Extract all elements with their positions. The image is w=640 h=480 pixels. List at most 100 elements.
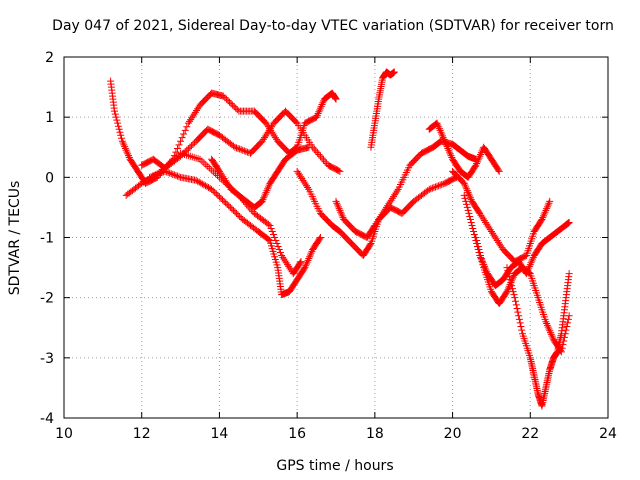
data-point-interp xyxy=(448,153,456,161)
data-point-interp xyxy=(388,194,396,202)
data-point-interp xyxy=(372,220,380,228)
data-point-interp xyxy=(297,173,305,181)
data-point-interp xyxy=(302,262,310,270)
data-point-interp xyxy=(177,137,185,145)
data-point-interp xyxy=(260,194,268,202)
data-point-interp xyxy=(123,148,131,156)
data-point-interp xyxy=(474,243,482,251)
data-point xyxy=(313,113,321,121)
data-point-interp xyxy=(181,126,189,134)
data-point-interp xyxy=(236,212,244,220)
data-point-interp xyxy=(233,209,241,217)
data-point-interp xyxy=(505,270,513,278)
data-point-interp xyxy=(490,231,498,239)
data-point-interp xyxy=(125,153,133,161)
data-point-interp xyxy=(225,202,233,210)
data-point-interp xyxy=(526,269,534,277)
data-point-interp xyxy=(194,177,202,185)
data-point-interp xyxy=(211,188,219,196)
data-point-interp xyxy=(169,170,177,178)
data-point xyxy=(258,197,266,205)
data-point-interp xyxy=(479,215,487,223)
data-point-interp xyxy=(158,169,166,177)
data-point-interp xyxy=(334,203,342,211)
data-point-interp xyxy=(463,200,471,208)
data-point xyxy=(433,119,441,127)
data-point-interp xyxy=(152,171,160,179)
x-tick-label: 24 xyxy=(599,426,617,442)
data-point-interp xyxy=(431,183,439,191)
data-point-interp xyxy=(537,217,545,225)
data-point-interp xyxy=(476,249,484,257)
data-point-interp xyxy=(315,150,323,158)
data-point-interp xyxy=(299,176,307,184)
data-point-interp xyxy=(378,211,386,219)
data-point-interp xyxy=(427,185,435,193)
data-point-interp xyxy=(381,205,389,213)
data-point-interp xyxy=(188,114,196,122)
data-point-interp xyxy=(190,153,198,161)
data-point-interp xyxy=(471,163,479,171)
data-point-interp xyxy=(435,182,443,190)
data-point-interp xyxy=(183,123,191,131)
x-tick-label: 18 xyxy=(366,426,384,442)
data-point-interp xyxy=(194,105,202,113)
data-point xyxy=(468,221,476,229)
data-point-interp xyxy=(117,131,125,139)
data-point-interp xyxy=(321,158,329,166)
data-point-interp xyxy=(219,196,227,204)
data-point-interp xyxy=(306,253,314,261)
data-point-interp xyxy=(232,104,240,112)
data-point-interp xyxy=(386,198,394,206)
data-point-interp xyxy=(318,101,326,109)
data-point xyxy=(332,197,340,205)
y-tick-label: 1 xyxy=(45,110,54,126)
data-point-interp xyxy=(271,134,279,142)
data-point xyxy=(192,176,200,184)
data-point-interp xyxy=(473,158,481,166)
data-point xyxy=(472,234,480,241)
data-point-interp xyxy=(485,224,493,232)
data-point-interp xyxy=(202,161,210,169)
data-point-interp xyxy=(230,103,238,111)
data-point xyxy=(425,185,433,193)
data-point-interp xyxy=(473,159,481,167)
data-point-interp xyxy=(477,150,485,158)
data-point-interp xyxy=(221,176,229,184)
data-point-interp xyxy=(562,326,570,334)
data-point-interp xyxy=(464,206,472,214)
data-point-interp xyxy=(390,193,398,201)
data-point-interp xyxy=(497,242,505,250)
data-point xyxy=(223,200,231,208)
data-point-interp xyxy=(187,142,195,150)
data-point-interp xyxy=(504,286,512,294)
data-point-interp xyxy=(115,125,123,133)
data-point-interp xyxy=(467,218,475,226)
data-point-interp xyxy=(119,139,127,147)
data-point-interp xyxy=(528,257,536,265)
data-point-interp xyxy=(546,327,554,335)
data-point-interp xyxy=(122,146,130,154)
data-point xyxy=(111,107,119,115)
data-point-interp xyxy=(227,100,235,108)
data-point-interp xyxy=(466,215,474,223)
data-point-interp xyxy=(483,220,491,228)
data-point-interp xyxy=(529,253,537,261)
data-point-interp xyxy=(464,188,472,196)
x-axis-label: GPS time / hours xyxy=(276,458,393,474)
data-point-interp xyxy=(508,282,516,290)
data-point-interp xyxy=(543,321,551,329)
data-point xyxy=(390,68,398,76)
data-point-interp xyxy=(545,199,553,207)
data-point-interp xyxy=(438,130,446,138)
data-point-interp xyxy=(262,188,270,196)
data-point-interp xyxy=(234,211,242,219)
data-point xyxy=(336,167,344,175)
x-tick-label: 14 xyxy=(211,426,229,442)
data-point-interp xyxy=(264,128,272,136)
data-point-interp xyxy=(310,145,318,153)
x-tick-label: 16 xyxy=(288,426,306,442)
data-point-interp xyxy=(466,212,474,220)
data-point xyxy=(565,218,573,226)
data-point-interp xyxy=(192,154,200,162)
